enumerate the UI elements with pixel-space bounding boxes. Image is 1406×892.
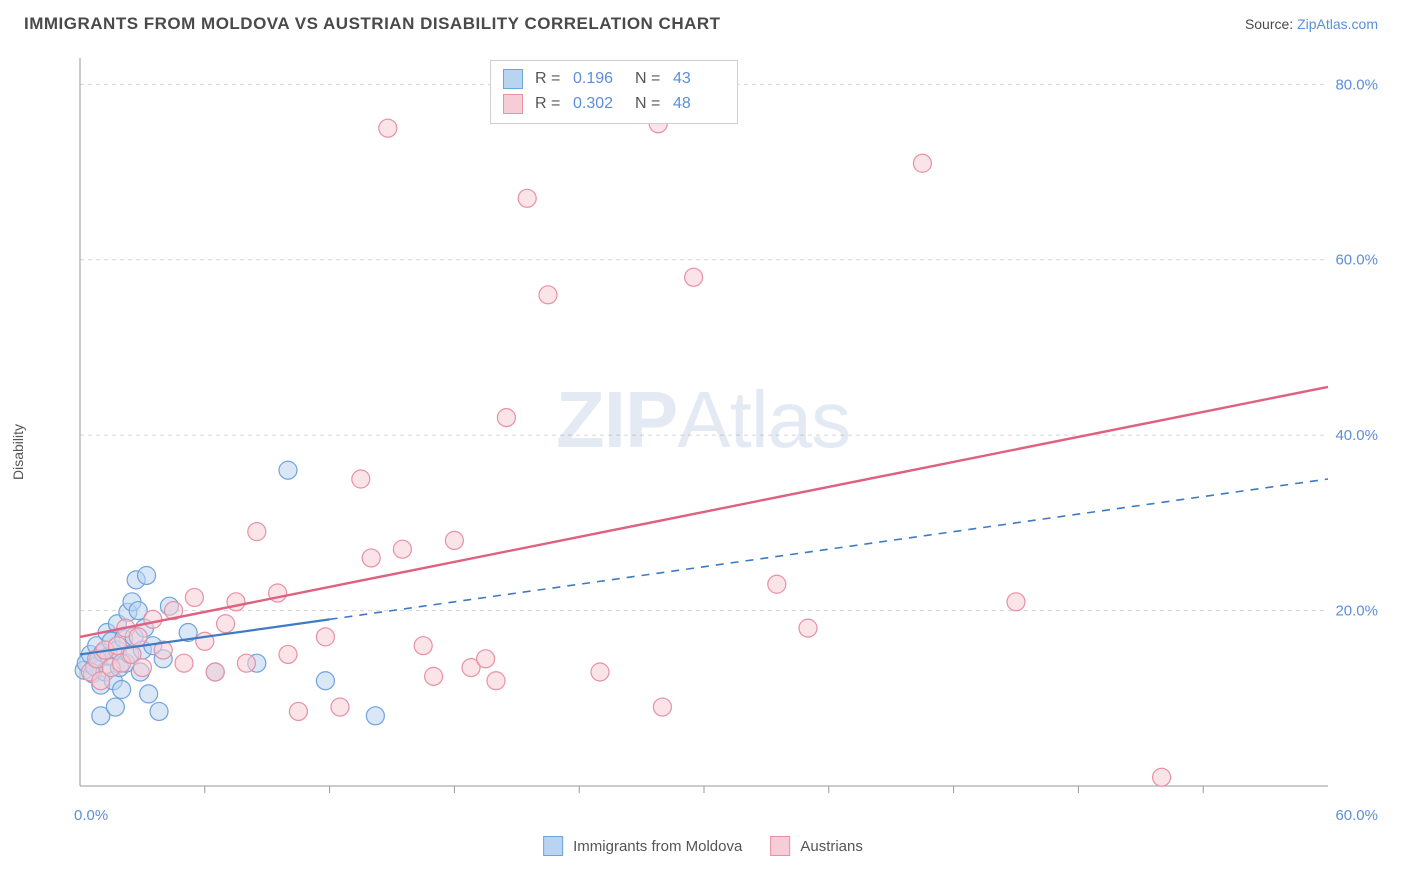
source-attribution: Source: ZipAtlas.com [1245,16,1378,32]
x-tick-label: 60.0% [1335,807,1378,824]
legend-label: Immigrants from Moldova [573,838,742,855]
data-point [217,615,235,633]
data-point [140,685,158,703]
data-point [129,628,147,646]
legend-n-value: 43 [673,67,725,92]
correlation-legend: R = 0.196 N = 43 R = 0.302 N = 48 [490,60,738,124]
legend-stat-row: R = 0.196 N = 43 [503,67,725,92]
legend-r-label: R = [535,67,563,92]
y-tick-label: 80.0% [1335,76,1378,93]
legend-label: Austrians [800,838,863,855]
data-point [206,663,224,681]
data-point [316,628,334,646]
data-point [591,663,609,681]
data-point [331,698,349,716]
trend-line [80,387,1328,637]
y-tick-label: 40.0% [1335,427,1378,444]
scatter-chart: 20.0% 40.0% 60.0% 80.0% 0.0% 60.0% [46,46,1380,856]
data-point [150,702,168,720]
chart-container: Disability 20.0%40.0%60.0%80.0%0.0%60.0%… [24,46,1382,858]
legend-n-label: N = [635,67,663,92]
data-point [487,672,505,690]
data-point [393,540,411,558]
y-tick-label: 20.0% [1335,603,1378,620]
legend-n-value: 48 [673,92,725,117]
data-point [113,681,131,699]
data-point [477,650,495,668]
data-point [362,549,380,567]
legend-item: Immigrants from Moldova [543,836,742,856]
data-point [316,672,334,690]
x-tick-label: 0.0% [74,807,108,824]
source-link[interactable]: ZipAtlas.com [1297,16,1378,32]
data-point [768,575,786,593]
legend-n-label: N = [635,92,663,117]
legend-r-value: 0.302 [573,92,625,117]
data-point [289,702,307,720]
legend-stat-row: R = 0.302 N = 48 [503,92,725,117]
data-point [445,531,463,549]
legend-swatch [543,836,563,856]
series-legend: Immigrants from Moldova Austrians [543,836,863,856]
data-point [144,610,162,628]
data-point [185,588,203,606]
data-point [279,461,297,479]
chart-title: IMMIGRANTS FROM MOLDOVA VS AUSTRIAN DISA… [24,14,721,34]
legend-r-value: 0.196 [573,67,625,92]
data-point [913,154,931,172]
data-point [1007,593,1025,611]
data-point [497,409,515,427]
data-point [237,654,255,672]
data-point [799,619,817,637]
legend-r-label: R = [535,92,563,117]
y-axis-label: Disability [10,424,26,480]
data-point [279,645,297,663]
y-tick-label: 60.0% [1335,252,1378,269]
data-point [352,470,370,488]
data-point [133,659,151,677]
data-point [106,698,124,716]
legend-swatch [770,836,790,856]
data-point [539,286,557,304]
data-point [414,637,432,655]
trend-line-dashed [330,479,1328,619]
data-point [1153,768,1171,786]
data-point [379,119,397,137]
data-point [425,667,443,685]
data-point [175,654,193,672]
data-point [685,268,703,286]
data-point [138,566,156,584]
legend-item: Austrians [770,836,863,856]
legend-swatch [503,69,523,89]
legend-swatch [503,94,523,114]
data-point [248,523,266,541]
data-point [518,189,536,207]
data-point [366,707,384,725]
source-label: Source: [1245,16,1297,32]
title-bar: IMMIGRANTS FROM MOLDOVA VS AUSTRIAN DISA… [0,0,1406,44]
data-point [653,698,671,716]
